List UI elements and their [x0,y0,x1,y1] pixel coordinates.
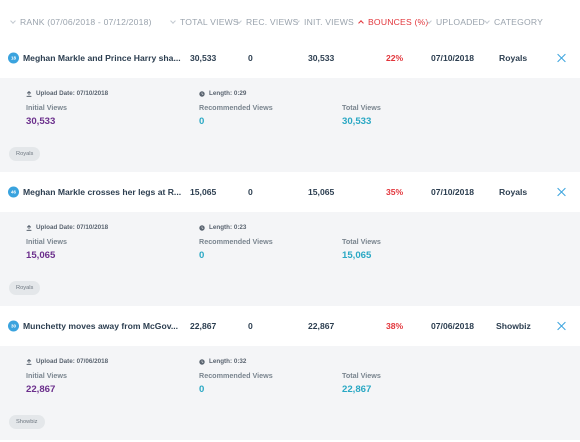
video-title[interactable]: Meghan Markle crosses her legs at R... [23,187,182,197]
table-row[interactable]: 30 Munchetty moves away from McGov... 22… [0,306,580,346]
row-detail-panel: Upload Date: 07/10/2018 Length: 0:23 Ini… [0,212,580,306]
total-views-label: Total Views [342,103,381,112]
rec-views-header-label: REC. VIEWS [246,17,299,27]
rec-views-cell: 0 [248,321,253,331]
sort-total-views[interactable]: TOTAL VIEWS [170,17,239,27]
close-icon[interactable] [556,321,567,332]
initial-views-value: 22,867 [26,384,56,395]
chevron-down-icon [426,19,432,25]
category-tag[interactable]: Royals [9,147,41,161]
sort-rank[interactable]: RANK (07/06/2018 - 07/12/2018) [10,17,152,27]
length-text: Length: 0:32 [209,358,247,365]
bounces-header-label: BOUNCES (%) [368,17,429,27]
video-title[interactable]: Meghan Markle and Prince Harry sha... [23,53,181,63]
recommended-views-label: Recommended Views [199,237,273,246]
chevron-down-icon [10,19,16,25]
uploaded-cell: 07/10/2018 [431,187,475,197]
rec-views-cell: 0 [248,187,253,197]
rank-badge: 18 [8,52,19,64]
sort-uploaded[interactable]: UPLOADED [426,17,485,27]
uploaded-cell: 07/10/2018 [431,53,475,63]
length-text: Length: 0:29 [209,90,247,97]
category-cell: Royals [499,53,528,63]
chevron-down-icon [170,19,176,25]
upload-date-text: Upload Date: 07/06/2018 [36,358,109,365]
chevron-up-icon [358,19,364,25]
category-tag[interactable]: Royals [9,281,41,295]
table-header: RANK (07/06/2018 - 07/12/2018) TOTAL VIE… [0,0,580,42]
bounces-cell: 35% [386,187,404,197]
category-header-label: CATEGORY [494,17,544,27]
clock-icon [199,358,205,365]
upload-icon [26,358,32,365]
sort-bounces[interactable]: BOUNCES (%) [358,17,428,27]
init-views-header-label: INIT. VIEWS [304,17,354,27]
upload-date-text: Upload Date: 07/10/2018 [36,90,109,97]
initial-views-value: 15,065 [26,250,56,261]
clock-icon [199,90,205,97]
initial-views-label: Initial Views [26,237,68,246]
table-row[interactable]: 46 Meghan Markle crosses her legs at R..… [0,172,580,212]
upload-date-meta: Upload Date: 07/10/2018 [26,90,108,97]
total-views-header-label: TOTAL VIEWS [180,17,239,27]
category-cell: Royals [499,187,528,197]
chevron-down-icon [484,19,490,25]
recommended-views-value: 0 [199,250,205,261]
uploaded-cell: 07/06/2018 [431,321,475,331]
init-views-cell: 22,867 [308,321,335,331]
upload-date-text: Upload Date: 07/10/2018 [36,224,109,231]
length-meta: Length: 0:29 [199,90,246,97]
total-views-value: 22,867 [342,384,372,395]
total-views-cell: 22,867 [190,321,217,331]
upload-icon [26,90,32,97]
upload-icon [26,224,32,231]
initial-views-label: Initial Views [26,371,68,380]
rec-views-cell: 0 [248,53,253,63]
sort-category[interactable]: CATEGORY [484,17,543,27]
bounces-cell: 38% [386,321,404,331]
upload-date-meta: Upload Date: 07/10/2018 [26,224,108,231]
row-detail-panel: Upload Date: 07/10/2018 Length: 0:29 Ini… [0,78,580,172]
chevron-down-icon [294,19,300,25]
category-cell: Showbiz [496,321,531,331]
table-row[interactable]: 18 Meghan Markle and Prince Harry sha...… [0,38,580,78]
total-views-cell: 30,533 [190,53,217,63]
recommended-views-value: 0 [199,116,205,127]
upload-date-meta: Upload Date: 07/06/2018 [26,358,108,365]
uploaded-header-label: UPLOADED [436,17,485,27]
recommended-views-label: Recommended Views [199,103,273,112]
close-icon[interactable] [556,187,567,198]
recommended-views-label: Recommended Views [199,371,273,380]
total-views-value: 30,533 [342,116,372,127]
chevron-down-icon [236,19,242,25]
row-detail-panel: Upload Date: 07/06/2018 Length: 0:32 Ini… [0,346,580,440]
video-title[interactable]: Munchetty moves away from McGov... [23,321,179,331]
initial-views-value: 30,533 [26,116,56,127]
bounces-cell: 22% [386,53,404,63]
rank-badge: 46 [8,186,19,198]
rank-badge: 30 [8,320,19,332]
total-views-label: Total Views [342,237,381,246]
total-views-cell: 15,065 [190,187,217,197]
total-views-label: Total Views [342,371,381,380]
length-meta: Length: 0:32 [199,358,246,365]
clock-icon [199,224,205,231]
init-views-cell: 15,065 [308,187,335,197]
rank-header-label: RANK (07/06/2018 - 07/12/2018) [20,17,152,27]
length-meta: Length: 0:23 [199,224,246,231]
sort-init-views[interactable]: INIT. VIEWS [294,17,354,27]
sort-rec-views[interactable]: REC. VIEWS [236,17,299,27]
total-views-value: 15,065 [342,250,372,261]
length-text: Length: 0:23 [209,224,247,231]
init-views-cell: 30,533 [308,53,335,63]
close-icon[interactable] [556,53,567,64]
category-tag[interactable]: Showbiz [9,415,45,429]
initial-views-label: Initial Views [26,103,68,112]
recommended-views-value: 0 [199,384,205,395]
